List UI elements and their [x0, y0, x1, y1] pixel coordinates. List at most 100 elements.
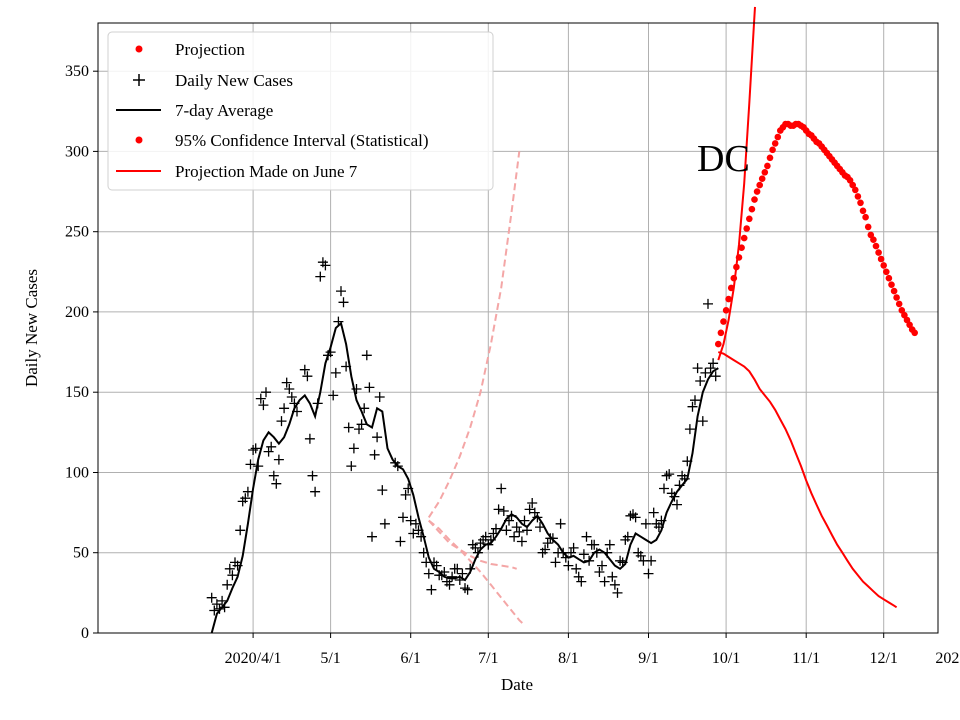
- legend: Projection Daily New Cases 7-day Average…: [107, 31, 494, 191]
- legend-label: 7-day Average: [175, 101, 273, 120]
- daily-case-marker: [452, 563, 463, 574]
- daily-case-marker: [700, 367, 711, 378]
- daily-case-marker: [571, 563, 582, 574]
- daily-case-marker: [266, 441, 277, 452]
- daily-case-marker: [206, 592, 217, 603]
- projection-dot: [753, 188, 761, 195]
- daily-case-marker: [224, 563, 235, 574]
- daily-case-marker: [444, 579, 455, 590]
- legend-label: Daily New Cases: [175, 71, 293, 90]
- daily-case-marker: [315, 271, 326, 282]
- projection-dot: [740, 234, 748, 242]
- projection-dot: [766, 154, 774, 162]
- daily-case-marker: [470, 542, 481, 553]
- ci-upper-line: [427, 151, 521, 518]
- daily-case-marker: [361, 350, 372, 361]
- daily-case-marker: [379, 518, 390, 529]
- projection-dot: [720, 318, 727, 325]
- daily-case-marker: [400, 489, 411, 500]
- projection-dot: [717, 329, 725, 337]
- daily-case-marker: [625, 510, 636, 521]
- projection-dot: [872, 242, 880, 250]
- daily-case-marker: [281, 377, 292, 388]
- projection-upper-line: [717, 6, 756, 361]
- daily-case-marker: [501, 525, 512, 536]
- legend-box: [107, 31, 494, 191]
- daily-case-marker: [286, 392, 297, 402]
- daily-case-marker: [599, 576, 610, 587]
- daily-case-marker: [279, 403, 290, 414]
- daily-case-marker: [697, 416, 708, 427]
- x-tick-label: 8/1: [558, 650, 578, 667]
- projection-dot: [715, 340, 722, 348]
- grid: [98, 23, 938, 634]
- x-tick-label: 11/1: [792, 650, 820, 667]
- legend-label: 95% Confidence Interval (Statistical): [175, 131, 429, 150]
- daily-case-marker: [304, 433, 315, 444]
- daily-case-marker: [519, 515, 530, 526]
- daily-case-marker: [573, 571, 584, 582]
- daily-case-marker: [209, 605, 220, 616]
- projection-dot: [751, 196, 758, 203]
- projection-dot: [885, 274, 893, 282]
- projection-dot: [774, 133, 782, 141]
- legend-dot-marker: [135, 136, 143, 144]
- daily-case-marker: [242, 486, 253, 497]
- daily-case-marker: [310, 486, 321, 497]
- projection-dot: [748, 205, 756, 213]
- x-tick-label: 2020/4/1: [225, 650, 282, 667]
- daily-case-marker: [498, 506, 509, 516]
- daily-case-marker: [343, 422, 354, 433]
- daily-case-marker: [547, 533, 558, 544]
- x-axis-label: Date: [501, 675, 533, 694]
- daily-case-marker: [597, 560, 607, 571]
- daily-case-marker: [516, 536, 527, 547]
- daily-case-marker: [261, 387, 271, 398]
- daily-case-marker: [460, 583, 470, 594]
- projection-dot: [862, 213, 869, 221]
- daily-case-marker: [491, 523, 501, 534]
- projection-dot: [746, 215, 753, 223]
- daily-case-marker: [299, 364, 310, 375]
- y-tick-label: 250: [65, 224, 89, 241]
- projection-dot: [743, 225, 750, 232]
- daily-case-marker: [346, 461, 357, 472]
- daily-case-marker: [568, 542, 579, 553]
- daily-case-marker: [695, 376, 706, 386]
- daily-case-marker: [377, 485, 388, 496]
- projection-dot: [893, 294, 900, 301]
- projection-dot: [769, 146, 776, 154]
- daily-case-marker: [527, 498, 538, 508]
- daily-case-marker: [646, 555, 657, 566]
- daily-case-marker: [338, 297, 349, 308]
- daily-case-marker: [356, 419, 367, 430]
- daily-case-marker: [594, 567, 605, 577]
- projection-dot: [890, 287, 898, 295]
- daily-case-marker: [604, 539, 615, 550]
- daily-case-marker: [271, 478, 282, 489]
- daily-case-marker: [542, 538, 553, 549]
- projection-dot: [859, 207, 867, 215]
- daily-case-marker: [268, 470, 279, 481]
- daily-case-marker: [563, 560, 574, 571]
- ci-lower-line: [428, 519, 526, 626]
- daily-case-marker: [374, 392, 385, 402]
- daily-case-marker: [550, 557, 561, 568]
- daily-case-marker: [348, 443, 359, 454]
- daily-case-marker: [328, 390, 339, 401]
- daily-case-marker: [578, 549, 589, 560]
- x-tick-label: 9/1: [638, 650, 658, 667]
- daily-case-marker: [493, 504, 504, 515]
- daily-case-marker: [524, 504, 535, 515]
- projection-dot: [852, 186, 859, 194]
- projection-dot: [756, 181, 763, 189]
- daily-case-marker: [576, 576, 587, 587]
- projection-series: [715, 6, 918, 609]
- projection-dot: [911, 329, 918, 337]
- daily-case-marker: [336, 286, 346, 297]
- projection-dot: [733, 263, 740, 271]
- projection-dot: [730, 274, 738, 282]
- daily-case-marker: [258, 400, 269, 411]
- y-tick-label: 50: [73, 545, 89, 562]
